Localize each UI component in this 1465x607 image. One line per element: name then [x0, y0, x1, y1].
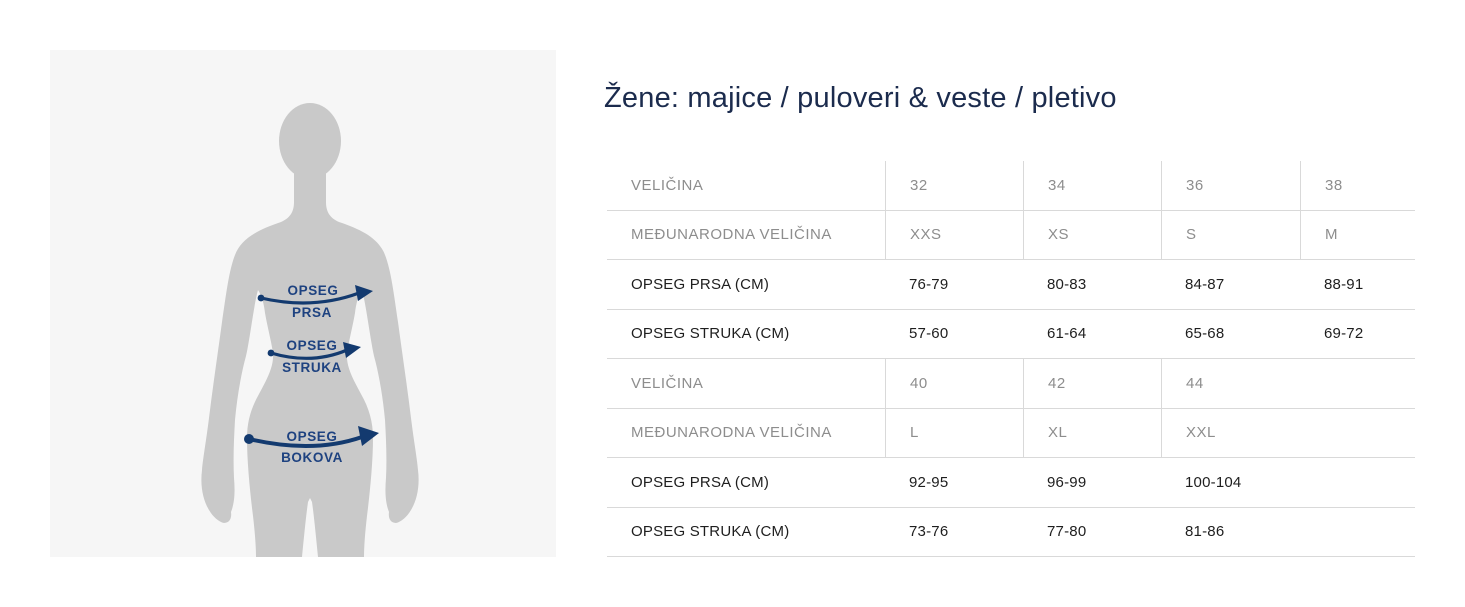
size-cell: 38 [1300, 161, 1415, 210]
size-cell: XXL [1161, 408, 1300, 457]
size-cell: L [885, 408, 1023, 457]
measure-cell: 73-76 [909, 523, 949, 541]
size-cell: 44 [1161, 359, 1300, 408]
size-cell: M [1300, 210, 1415, 259]
row-label: OPSEG PRSA (CM) [631, 473, 770, 491]
measure-cell: 69-72 [1324, 325, 1364, 343]
row-label: VELIČINA [631, 176, 704, 194]
waist-measure-arrow [267, 342, 361, 360]
measure-cell: 80-83 [1047, 275, 1087, 293]
chest-label-line2: PRSA [292, 305, 332, 320]
chest-measure-arrow [257, 285, 373, 305]
table-row: OPSEG STRUKA (CM) 73-76 77-80 81-86 [607, 508, 1415, 557]
size-cell: 42 [1023, 359, 1161, 408]
table-row: MEĐUNARODNA VELIČINA XXS XS S M [607, 210, 1415, 260]
measure-cell: 92-95 [909, 473, 949, 491]
hips-label-line2: BOKOVA [281, 450, 343, 465]
female-silhouette-figure: OPSEG PRSA OPSEG STRUKA OPSEG BOKOVA [201, 103, 419, 557]
size-cell: 32 [885, 161, 1023, 210]
page-title: Žene: majice / puloveri & veste / pletiv… [604, 82, 1117, 115]
size-cell: S [1161, 210, 1300, 259]
measure-cell: 76-79 [909, 275, 949, 293]
table-row: VELIČINA 40 42 44 [607, 359, 1415, 409]
measure-cell: 77-80 [1047, 523, 1087, 541]
chest-label-line1: OPSEG [287, 283, 338, 298]
size-table: VELIČINA 32 34 36 38 MEĐUNARODNA VELIČIN… [607, 161, 1415, 557]
row-label: OPSEG STRUKA (CM) [631, 523, 790, 541]
row-label: OPSEG PRSA (CM) [631, 275, 770, 293]
row-label: MEĐUNARODNA VELIČINA [631, 424, 832, 442]
measure-cell: 61-64 [1047, 325, 1087, 343]
waist-label-line1: OPSEG [286, 338, 337, 353]
hips-label-line1: OPSEG [286, 429, 337, 444]
measure-cell: 84-87 [1185, 275, 1225, 293]
size-cell: 40 [885, 359, 1023, 408]
table-row: MEĐUNARODNA VELIČINA L XL XXL [607, 408, 1415, 458]
size-cell: 34 [1023, 161, 1161, 210]
size-cell [1300, 409, 1415, 458]
measure-cell [1300, 508, 1415, 557]
measure-cell: 96-99 [1047, 473, 1087, 491]
table-row: OPSEG PRSA (CM) 76-79 80-83 84-87 88-91 [607, 260, 1415, 310]
size-cell [1300, 359, 1415, 408]
row-label: MEĐUNARODNA VELIČINA [631, 226, 832, 244]
size-cell: XXS [885, 210, 1023, 259]
row-label: VELIČINA [631, 374, 704, 392]
size-cell: 36 [1161, 161, 1300, 210]
measure-cell [1300, 458, 1415, 507]
measure-cell: 65-68 [1185, 325, 1225, 343]
waist-label-line2: STRUKA [282, 360, 342, 375]
table-row: VELIČINA 32 34 36 38 [607, 161, 1415, 211]
hips-measure-arrow [244, 426, 379, 449]
measure-cell: 57-60 [909, 325, 949, 343]
size-cell: XL [1023, 408, 1161, 457]
size-guide-illustration-panel: OPSEG PRSA OPSEG STRUKA OPSEG BOKOVA [50, 50, 556, 557]
size-cell: XS [1023, 210, 1161, 259]
row-label: OPSEG STRUKA (CM) [631, 325, 790, 343]
measure-cell: 81-86 [1185, 523, 1225, 541]
table-row: OPSEG PRSA (CM) 92-95 96-99 100-104 [607, 458, 1415, 508]
measure-cell: 100-104 [1185, 473, 1242, 491]
table-row: OPSEG STRUKA (CM) 57-60 61-64 65-68 69-7… [607, 310, 1415, 359]
measure-cell: 88-91 [1324, 275, 1364, 293]
